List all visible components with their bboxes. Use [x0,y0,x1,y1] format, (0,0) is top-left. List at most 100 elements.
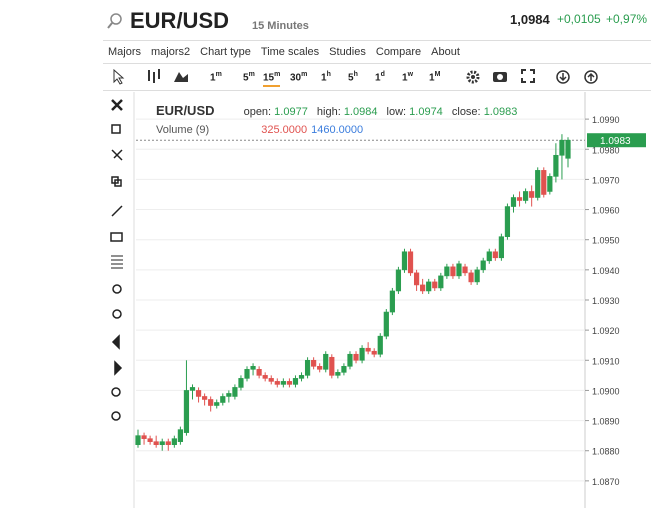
interval-button[interactable]: 1m [210,71,222,83]
last-price-box [587,133,646,148]
cursor-icon[interactable] [111,69,125,85]
interval-button[interactable]: 5m [243,71,255,83]
value: 1.0984 [343,106,378,118]
zoom-in-tool[interactable] [112,284,122,294]
candle-body [292,378,299,385]
search-icon[interactable] [106,12,124,30]
menu-item[interactable]: About [431,46,460,58]
next-tool[interactable] [114,360,123,376]
menu-item[interactable]: Compare [375,46,422,58]
interval-unit: w [407,71,414,78]
interval-number: 5 [243,72,249,84]
candle-body [274,381,280,385]
candle-body [420,284,426,292]
y-tick-label: 1.0940 [592,266,620,276]
candle-body [141,435,147,439]
y-tick-label: 1.0990 [592,115,620,125]
label: open: [243,106,272,118]
candle-body [317,366,323,370]
label: high: [316,106,341,118]
value: 1.0977 [274,106,308,118]
price: 1,0984 [510,12,550,27]
candle-body [262,375,268,379]
camera-icon[interactable] [492,69,508,83]
candle-body [238,378,244,388]
candle-body [401,251,408,271]
select-tool[interactable] [111,124,121,134]
interval-unit: h [353,71,358,78]
candle-body [498,236,504,259]
y-tick-label: 1.0870 [592,477,620,487]
line-tool[interactable] [111,205,123,217]
toolbar: 1m 5m 15m 30m 1h 5h 1d 1w 1M [103,64,651,91]
candle-body [280,381,286,385]
erase-tool[interactable] [111,149,123,161]
candle-body [547,176,553,192]
menu-item[interactable]: Majors [108,46,142,58]
area-icon[interactable] [173,69,189,83]
candle-body [286,381,293,385]
candle-body [135,435,141,445]
interval-number: 1 [402,72,408,84]
y-tick-label: 1.0980 [592,145,620,155]
candle-body [220,396,226,403]
candle-body [189,387,196,391]
candle-body [559,139,565,156]
menu-item[interactable]: Time scales [260,46,320,58]
interval-number: 15 [263,72,275,84]
interval-button[interactable]: 30m [290,71,307,83]
y-tick-label: 1.0910 [592,356,620,366]
candle-body [371,350,377,355]
symbol[interactable]: EUR/USD [130,8,230,33]
candle-body [565,139,571,159]
crosshair-tool[interactable] [111,411,121,421]
candle-body [377,335,383,355]
candle-body [244,369,250,379]
menu-item[interactable]: Chart type [200,46,251,58]
candle-body [444,266,450,277]
candle-body [510,197,517,207]
interval-button[interactable]: 15m [263,71,281,88]
prev-tool[interactable] [111,334,120,350]
interval-button[interactable]: 1w [402,71,413,83]
interval-button[interactable]: 1M [429,71,440,83]
fullscreen-icon[interactable] [521,69,535,83]
drawing-tools [110,99,123,421]
interval-button[interactable]: 5h [348,71,358,83]
label: Volume (9) [156,124,210,136]
y-tick-label: 1.0880 [592,447,620,457]
interval-button[interactable]: 1d [375,71,385,83]
fib-tool[interactable] [111,255,123,269]
candle-body [432,281,438,289]
upload-icon[interactable] [583,69,599,85]
close-tool[interactable] [111,99,123,111]
interval-unit: m [215,71,222,78]
menu-item[interactable]: majors2 [151,46,191,58]
candle-body [323,353,329,370]
candle-body [438,275,444,289]
candle-body [486,251,492,262]
candle-body [480,260,486,271]
interval-number: 30 [290,72,302,84]
value: 1.0974 [409,106,443,118]
measure-tool[interactable] [111,387,121,397]
interval-unit: h [326,71,331,78]
download-icon[interactable] [555,69,571,85]
interval-button[interactable]: 1h [321,71,331,83]
y-tick-label: 1.0970 [592,175,620,185]
settings-icon[interactable] [465,69,481,85]
y-tick-label: 1.0930 [592,296,620,306]
candle-body [256,369,262,376]
candle-body [147,438,153,442]
value: 1460.0000 [311,124,364,136]
candles-icon[interactable] [145,67,165,85]
label: low: [386,106,407,118]
interval-number: 5 [348,72,354,84]
interval-number: 1 [210,72,216,84]
interval-unit: M [434,71,441,78]
menu-item[interactable]: Studies [329,46,366,58]
rect-tool[interactable] [110,232,123,242]
zoom-out-tool[interactable] [112,309,122,319]
candle-body [202,396,208,400]
